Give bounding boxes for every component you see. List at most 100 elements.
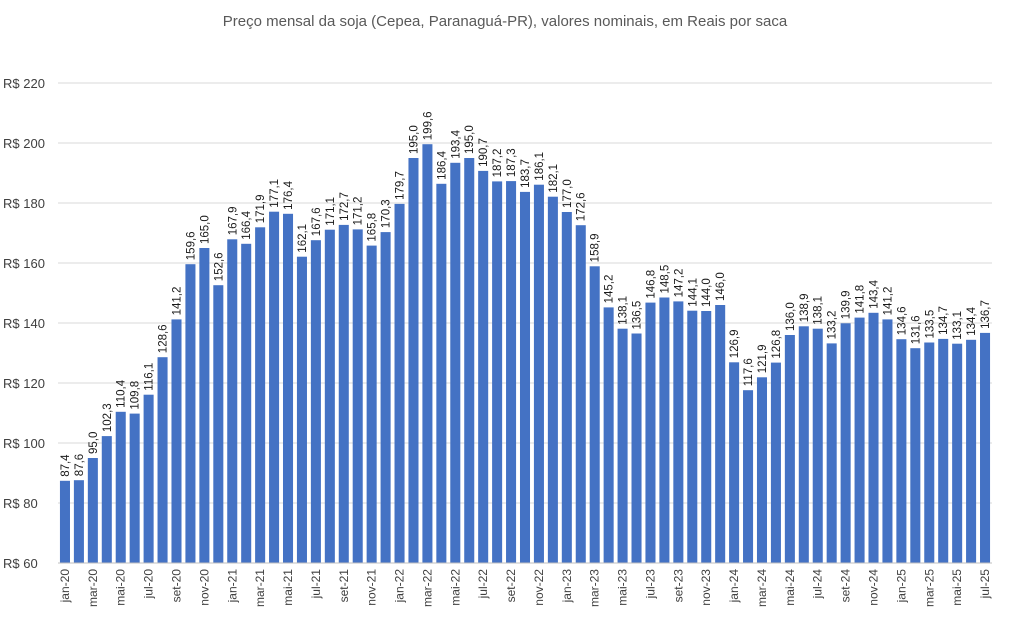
bar xyxy=(756,377,768,563)
data-label: 136,5 xyxy=(632,301,644,330)
data-label: 133,5 xyxy=(924,310,936,339)
y-tick-label: R$ 180 xyxy=(3,196,45,211)
data-label: 121,9 xyxy=(757,345,769,374)
data-label: 136,0 xyxy=(785,302,797,331)
x-tick-label: jan-21 xyxy=(225,569,239,604)
data-label: 138,9 xyxy=(799,294,811,323)
data-label: 190,7 xyxy=(478,138,490,167)
y-tick-label: R$ 140 xyxy=(3,316,45,331)
bar xyxy=(770,362,781,563)
data-label: 182,1 xyxy=(548,164,560,193)
bar xyxy=(910,348,921,563)
data-label: 109,8 xyxy=(130,381,142,410)
data-label: 146,8 xyxy=(645,270,657,299)
bar xyxy=(171,319,182,563)
bar xyxy=(659,297,670,563)
data-label: 195,0 xyxy=(408,125,420,154)
bar xyxy=(422,144,433,563)
x-tick-label: jan-20 xyxy=(58,569,72,604)
y-tick-label: R$ 80 xyxy=(3,496,38,511)
x-tick-label: set-22 xyxy=(504,569,518,603)
bar xyxy=(603,307,614,563)
bar xyxy=(798,326,809,563)
data-label: 126,8 xyxy=(771,330,783,359)
data-label: 138,1 xyxy=(618,296,630,325)
y-tick-label: R$ 60 xyxy=(3,556,38,571)
y-tick-label: R$ 160 xyxy=(3,256,45,271)
bar xyxy=(854,317,865,563)
bar xyxy=(436,183,447,564)
data-label: 95,0 xyxy=(88,432,100,454)
bar xyxy=(394,203,405,563)
data-label: 172,6 xyxy=(576,192,588,221)
bar xyxy=(701,311,712,563)
x-tick-label: nov-24 xyxy=(867,569,881,606)
data-label: 171,9 xyxy=(255,195,267,224)
bar xyxy=(924,342,935,563)
bar xyxy=(282,213,294,564)
data-label: 167,6 xyxy=(311,207,323,236)
x-tick-label: mai-25 xyxy=(950,569,964,606)
y-tick-label: R$ 220 xyxy=(3,76,45,91)
data-label: 133,1 xyxy=(952,311,964,340)
bar xyxy=(115,411,126,563)
x-tick-label: nov-20 xyxy=(197,569,211,606)
data-label: 145,2 xyxy=(604,275,616,304)
x-tick-label: nov-22 xyxy=(532,569,546,606)
data-label: 134,6 xyxy=(896,306,908,335)
bar xyxy=(101,436,112,563)
x-tick-label: set-21 xyxy=(337,569,351,603)
data-label: 171,1 xyxy=(325,197,337,226)
x-tick-label: jan-25 xyxy=(894,569,908,604)
bar xyxy=(519,191,531,563)
x-tick-label: jan-24 xyxy=(727,569,741,604)
data-label: 167,9 xyxy=(227,207,239,236)
bar xyxy=(561,212,572,563)
x-tick-label: mai-24 xyxy=(783,569,797,606)
x-tick-label: nov-23 xyxy=(699,569,713,606)
data-label: 128,6 xyxy=(158,324,170,353)
bar xyxy=(129,413,140,563)
x-tick-label: jan-22 xyxy=(393,569,407,604)
data-label: 134,7 xyxy=(938,306,950,335)
bar xyxy=(157,357,168,563)
y-axis-ticks: R$ 60 R$ 80 R$ 100 R$ 120 R$ 140 R$ 160 R$ 180… xyxy=(3,76,45,571)
x-tick-label: mar-22 xyxy=(420,569,434,607)
data-label: 138,1 xyxy=(813,296,825,325)
x-tick-label: mar-25 xyxy=(922,569,936,607)
data-label: 144,1 xyxy=(687,278,699,307)
data-label: 146,0 xyxy=(715,272,727,301)
data-label: 165,8 xyxy=(367,213,379,242)
y-tick-label: R$ 200 xyxy=(3,136,45,151)
bar xyxy=(715,305,726,563)
data-label: 186,1 xyxy=(534,152,546,181)
bar xyxy=(492,181,503,563)
data-label: 159,6 xyxy=(185,231,197,260)
bar xyxy=(952,343,963,563)
bar xyxy=(380,232,391,563)
data-label: 147,2 xyxy=(673,269,685,298)
x-tick-label: jul-20 xyxy=(142,569,156,600)
x-tick-label: jul-23 xyxy=(643,569,657,600)
chart-title: Preço mensal da soja (Cepea, Paranaguá-P… xyxy=(223,13,788,30)
data-label: 110,4 xyxy=(116,379,128,408)
data-label: 139,9 xyxy=(841,291,853,320)
data-label: 143,4 xyxy=(869,279,881,308)
bar xyxy=(617,328,628,563)
bar xyxy=(868,312,879,563)
x-tick-label: set-20 xyxy=(169,569,183,603)
data-label: 141,2 xyxy=(882,287,894,316)
bar xyxy=(826,343,837,563)
data-label: 179,7 xyxy=(395,171,407,200)
data-label: 199,6 xyxy=(422,111,434,140)
bar xyxy=(478,170,489,563)
data-label: 166,4 xyxy=(241,210,253,239)
data-label: 126,9 xyxy=(729,330,741,359)
bar xyxy=(241,243,252,564)
data-label: 141,8 xyxy=(855,285,867,314)
data-label: 117,6 xyxy=(743,358,755,386)
data-label: 171,2 xyxy=(353,197,365,226)
bar xyxy=(464,158,475,563)
bar xyxy=(213,285,224,563)
